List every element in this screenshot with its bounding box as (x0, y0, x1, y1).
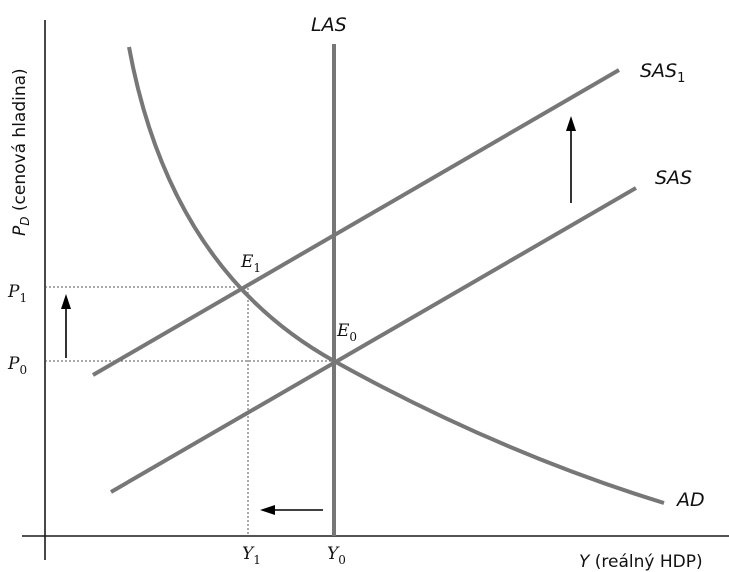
y0-label: Y0 (327, 544, 346, 567)
y-axis-title: PD (cenová hladina) (10, 68, 32, 236)
sas1-label: SAS1 (640, 60, 685, 86)
y1-label: Y1 (242, 544, 261, 567)
sas-up-arrow (566, 116, 576, 203)
p1-y1-guide (45, 286, 249, 536)
sas-label: SAS (655, 167, 692, 189)
ad-label: AD (675, 489, 705, 511)
ad-curve (127, 46, 665, 505)
x-axis-title: Y (reálný HDP) (579, 552, 703, 572)
e0-label: E0 (336, 321, 357, 344)
p1-label: P1 (7, 282, 27, 305)
p0-label: P0 (7, 354, 27, 377)
e1-label: E1 (240, 252, 261, 275)
output-left-arrow (260, 505, 323, 515)
sas-line (109, 186, 638, 494)
sas1-line (91, 68, 621, 377)
las-label: LAS (311, 14, 347, 36)
price-up-arrow (61, 294, 71, 358)
